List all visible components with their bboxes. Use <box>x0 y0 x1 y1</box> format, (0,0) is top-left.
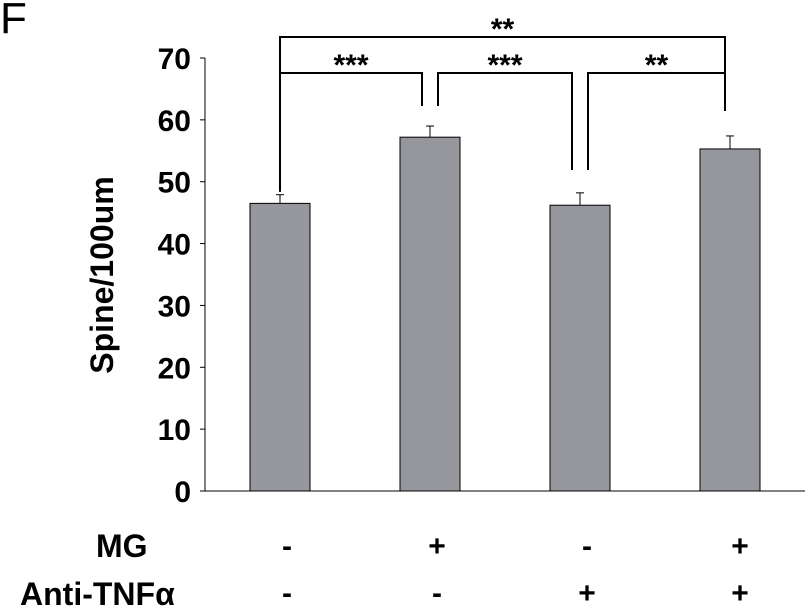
anti-tnf-condition-4: + <box>731 577 749 610</box>
anti-tnf-condition-3: + <box>578 577 596 610</box>
anti-tnf-row-label: Anti-TNFα <box>20 576 175 612</box>
y-tick-label: 10 <box>158 414 191 447</box>
panel-letter: F <box>0 0 27 43</box>
y-tick-label: 60 <box>158 105 191 138</box>
mg-row-label: MG <box>96 528 148 564</box>
bar <box>399 136 461 492</box>
mg-condition-3: - <box>582 530 592 563</box>
y-tick-label: 40 <box>158 229 191 262</box>
y-tick-label: 50 <box>158 167 191 200</box>
bar <box>549 204 611 492</box>
bar <box>249 202 311 492</box>
mg-condition-1: - <box>282 530 292 563</box>
mg-condition-2: + <box>428 530 446 563</box>
significance-label: ** <box>491 13 515 46</box>
mg-condition-4: + <box>731 530 749 563</box>
significance-bracket <box>437 72 573 170</box>
y-tick-label: 70 <box>158 43 191 76</box>
y-tick-label: 0 <box>174 476 191 509</box>
y-axis-label: Spine/100um <box>84 176 120 373</box>
anti-tnf-condition-2: - <box>432 577 442 610</box>
significance-label: ** <box>645 49 669 82</box>
y-tick-label: 20 <box>158 352 191 385</box>
y-tick-label: 30 <box>158 290 191 323</box>
significance-label: *** <box>487 49 522 82</box>
significance-label: *** <box>333 49 368 82</box>
bar <box>699 148 761 492</box>
significance-bracket <box>279 36 726 192</box>
anti-tnf-condition-1: - <box>282 577 292 610</box>
